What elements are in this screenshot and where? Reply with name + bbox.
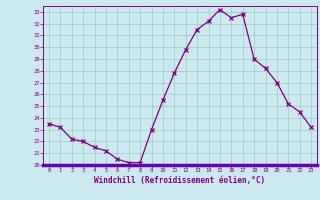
X-axis label: Windchill (Refroidissement éolien,°C): Windchill (Refroidissement éolien,°C) [94, 176, 266, 185]
